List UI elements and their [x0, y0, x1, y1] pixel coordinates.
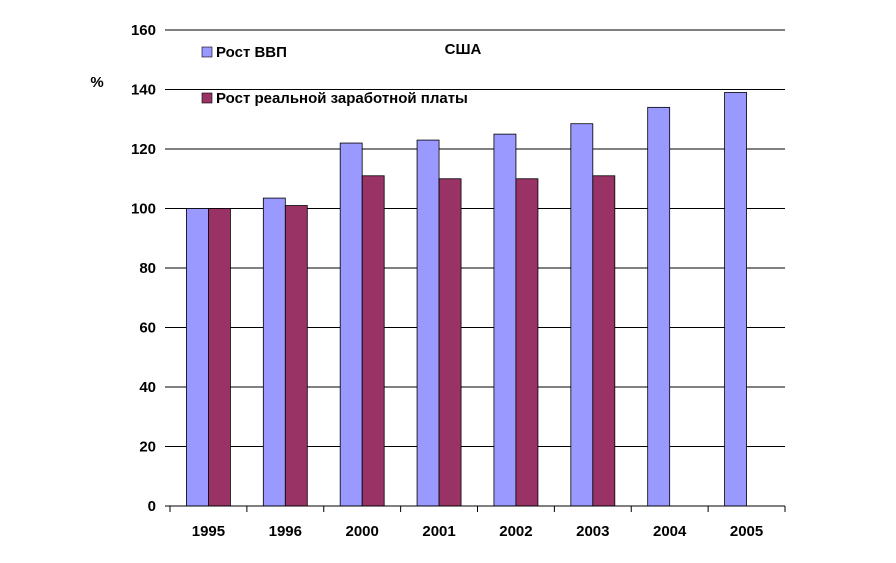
- x-tick-label: 1996: [269, 523, 302, 540]
- chart-title: США: [445, 41, 482, 58]
- bar-real-wage-growth: [438, 178, 462, 507]
- legend-label-real-wages: Рост реальной заработной платы: [216, 90, 468, 107]
- bar-real-wage-growth: [592, 175, 616, 507]
- x-tick-label: 1995: [192, 523, 225, 540]
- legend-label-gdp: Рост ВВП: [216, 44, 287, 61]
- bar-gdp-growth: [262, 197, 286, 507]
- legend-swatch-gdp: [201, 46, 213, 58]
- bar-real-wage-growth: [208, 208, 231, 507]
- y-tick-label: 100: [131, 201, 156, 218]
- y-tick-label: 20: [139, 439, 156, 456]
- x-tick-label: 2005: [730, 523, 763, 540]
- bar-gdp-growth: [493, 133, 517, 507]
- bar-gdp-growth: [186, 208, 209, 507]
- bar-gdp-growth: [416, 139, 440, 507]
- y-tick-label: 0: [148, 498, 156, 515]
- y-axis-label: %: [90, 74, 103, 91]
- x-tick-label: 2003: [576, 523, 609, 540]
- y-tick-label: 140: [131, 82, 156, 99]
- bar-gdp-growth: [647, 106, 671, 507]
- y-tick-labels: 0 20 40 60 80 100 120 140 160: [131, 22, 156, 515]
- bar-real-wage-growth: [361, 175, 385, 507]
- y-tick-label: 120: [131, 141, 156, 158]
- x-tick-labels: 1995 1996 2000 2001 2002 2003 2004 2005: [192, 523, 764, 540]
- x-tick-label: 2000: [346, 523, 379, 540]
- x-tick-label: 2004: [653, 523, 687, 540]
- bar-real-wage-growth: [515, 178, 539, 507]
- y-tick-label: 40: [139, 379, 156, 396]
- bar-gdp-growth: [570, 123, 594, 507]
- y-tick-label: 60: [139, 320, 156, 337]
- legend: Рост ВВП Рост реальной заработной платы: [201, 44, 468, 107]
- y-tick-label: 160: [131, 22, 156, 39]
- x-tick-label: 2001: [422, 523, 455, 540]
- bars: [186, 92, 747, 507]
- bar-gdp-growth: [339, 142, 363, 507]
- legend-swatch-real-wages: [201, 92, 213, 104]
- bar-gdp-growth: [724, 92, 747, 507]
- x-tick-label: 2002: [499, 523, 532, 540]
- bar-real-wage-growth: [284, 205, 308, 507]
- y-tick-label: 80: [139, 260, 156, 277]
